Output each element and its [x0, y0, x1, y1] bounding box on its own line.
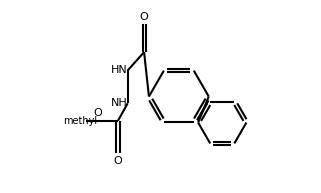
Text: O: O [93, 108, 102, 118]
Text: O: O [114, 156, 122, 166]
Text: NH: NH [110, 98, 127, 108]
Text: HN: HN [110, 65, 127, 75]
Text: O: O [140, 12, 149, 22]
Text: methyl: methyl [63, 116, 98, 126]
